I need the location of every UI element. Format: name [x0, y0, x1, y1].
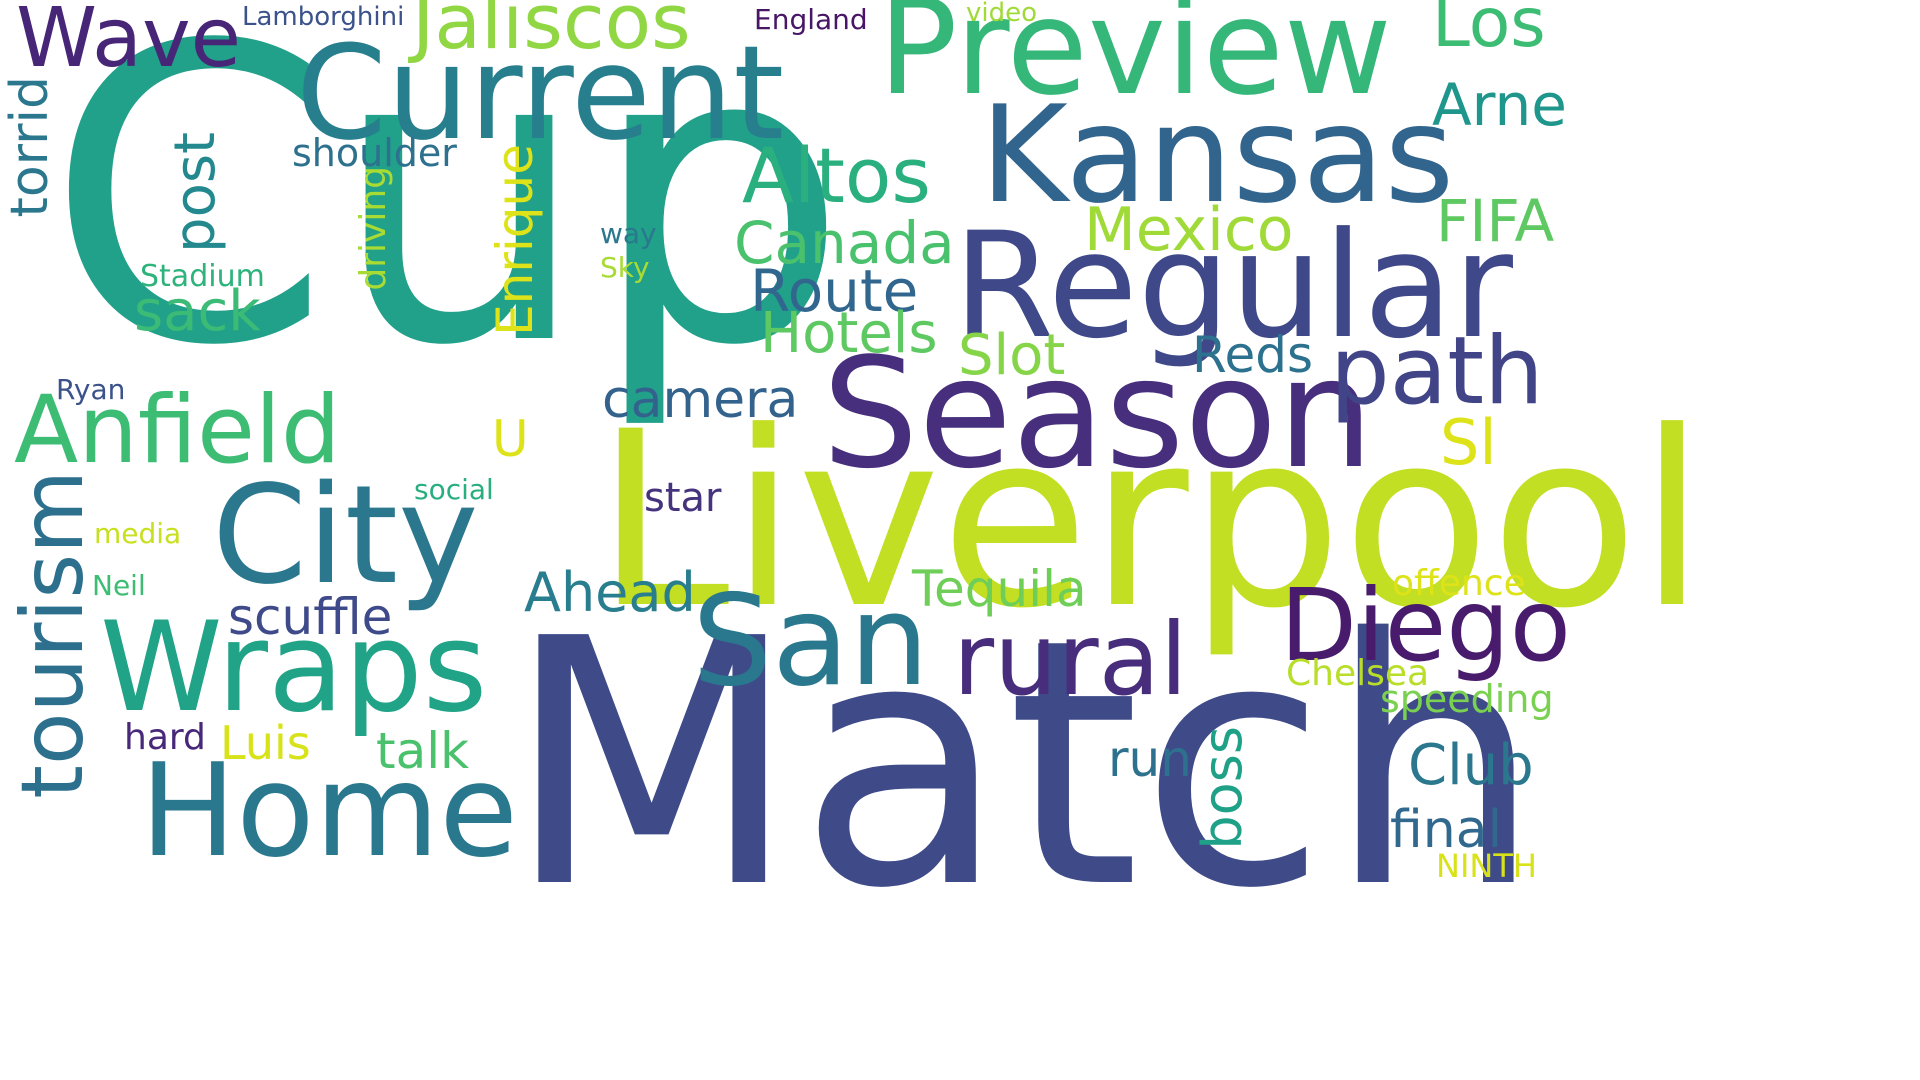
word-anfield: Anfield [14, 376, 341, 485]
word-arne: Arne [1432, 71, 1567, 139]
word-chelsea: Chelsea [1286, 653, 1430, 694]
word-los: Los [1432, 0, 1546, 63]
word-star: star [644, 475, 722, 521]
word-liverpool: Liverpool [595, 380, 1706, 662]
word-boss: boss [1191, 726, 1254, 850]
word-shoulder: shoulder [292, 131, 457, 175]
word-sky: Sky [600, 251, 650, 284]
word-way: way [600, 217, 657, 250]
word-wave: Wave [16, 0, 242, 86]
word-slot: Slot [958, 323, 1066, 388]
word-scuffle: scuffle [228, 588, 393, 646]
word-torrid: torrid [0, 76, 60, 218]
word-camera: camera [602, 370, 799, 430]
word-sack: sack [134, 279, 261, 344]
word-talk: talk [376, 722, 470, 780]
word-season: Season [822, 325, 1374, 502]
word-cup: Cup [46, 0, 849, 435]
word-final: final [1390, 800, 1503, 860]
word-stadium: Stadium [140, 259, 265, 294]
word-wraps: Wraps [100, 596, 488, 740]
word-mexico: Mexico [1084, 195, 1294, 265]
word-canada: Canada [734, 209, 955, 277]
word-tequila: Tequila [912, 560, 1087, 618]
word-driving: driving [353, 166, 394, 291]
word-ahead: Ahead [524, 561, 696, 624]
word-path: path [1330, 317, 1544, 426]
word-city: City [212, 457, 479, 615]
word-diego: Diego [1280, 567, 1571, 684]
word-speeding: speeding [1380, 677, 1554, 721]
word-u: U [492, 410, 529, 468]
word-tourism: tourism [3, 470, 103, 799]
word-enrique: Enrique [486, 144, 544, 336]
word-reds: Reds [1192, 326, 1314, 384]
word-video: video [966, 0, 1038, 28]
word-jaliscos: Jaliscos [412, 0, 691, 66]
word-ryan: Ryan [56, 373, 126, 406]
word-lamborghini: Lamborghini [242, 2, 405, 32]
word-post: post [163, 132, 228, 253]
word-altos: Altos [742, 131, 931, 220]
word-match: Match [505, 567, 1543, 963]
word-hard: hard [124, 717, 206, 758]
word-luis: Luis [220, 716, 311, 770]
word-fifa: FIFA [1436, 187, 1555, 255]
word-ninth: NINTH [1436, 847, 1537, 885]
word-san: San [692, 567, 930, 714]
word-offence: offence [1392, 563, 1526, 604]
word-media: media [94, 517, 182, 550]
word-run: run [1108, 730, 1192, 788]
word-hotels: Hotels [760, 301, 938, 366]
word-social: social [414, 473, 494, 506]
word-rural: rural [953, 601, 1188, 718]
word-preview: Preview [878, 0, 1392, 125]
word-sl: Sl [1440, 406, 1497, 479]
word-home: Home [140, 737, 518, 886]
word-kansas: Kansas [980, 77, 1455, 233]
word-regular: Regular [953, 201, 1513, 371]
word-club: Club [1408, 733, 1534, 798]
word-england: England [754, 3, 868, 36]
word-current: Current [296, 17, 785, 169]
word-route: Route [750, 257, 919, 325]
word-neil: Neil [92, 569, 146, 602]
